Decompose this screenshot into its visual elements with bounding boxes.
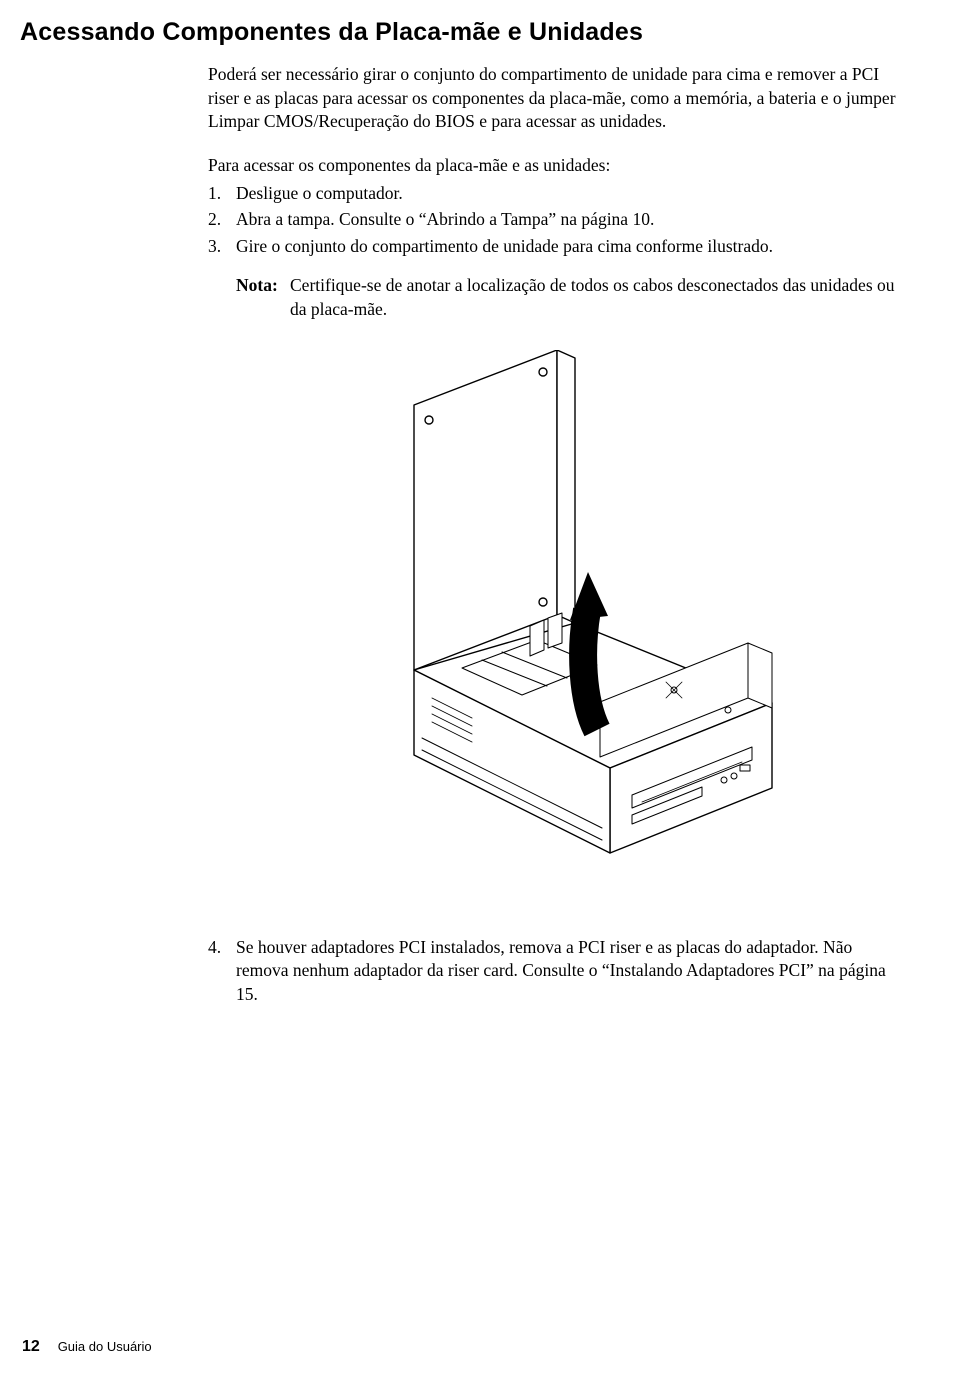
- list-item: 1. Desligue o computador.: [208, 182, 908, 206]
- list-number: 2.: [208, 208, 236, 232]
- figure-container: [236, 350, 908, 910]
- list-number: 1.: [208, 182, 236, 206]
- note-text: Certifique-se de anotar a localização de…: [290, 274, 908, 321]
- list-text: Se houver adaptadores PCI instalados, re…: [236, 936, 908, 1007]
- intro-paragraph: Poderá ser necessário girar o conjunto d…: [208, 63, 908, 134]
- page-footer: 12 Guia do Usuário: [22, 1338, 152, 1356]
- ordered-list: 1. Desligue o computador. 2. Abra a tamp…: [208, 182, 908, 259]
- footer-title: Guia do Usuário: [58, 1339, 152, 1354]
- list-text: Abra a tampa. Consulte o “Abrindo a Tamp…: [236, 208, 908, 232]
- note-block: Nota: Certifique-se de anotar a localiza…: [236, 274, 908, 321]
- list-number: 3.: [208, 235, 236, 259]
- lead-line: Para acessar os componentes da placa-mãe…: [208, 154, 908, 178]
- list-number: 4.: [208, 936, 236, 1007]
- list-item: 4. Se houver adaptadores PCI instalados,…: [208, 936, 908, 1007]
- list-text: Gire o conjunto do compartimento de unid…: [236, 235, 908, 259]
- note-label: Nota:: [236, 274, 290, 321]
- page-number: 12: [22, 1338, 40, 1355]
- page-heading: Acessando Componentes da Placa-mãe e Uni…: [20, 18, 900, 47]
- computer-illustration-icon: [332, 350, 812, 910]
- content-block: Poderá ser necessário girar o conjunto d…: [208, 63, 908, 1007]
- list-item: 2. Abra a tampa. Consulte o “Abrindo a T…: [208, 208, 908, 232]
- list-item: 3. Gire o conjunto do compartimento de u…: [208, 235, 908, 259]
- list-text: Desligue o computador.: [236, 182, 908, 206]
